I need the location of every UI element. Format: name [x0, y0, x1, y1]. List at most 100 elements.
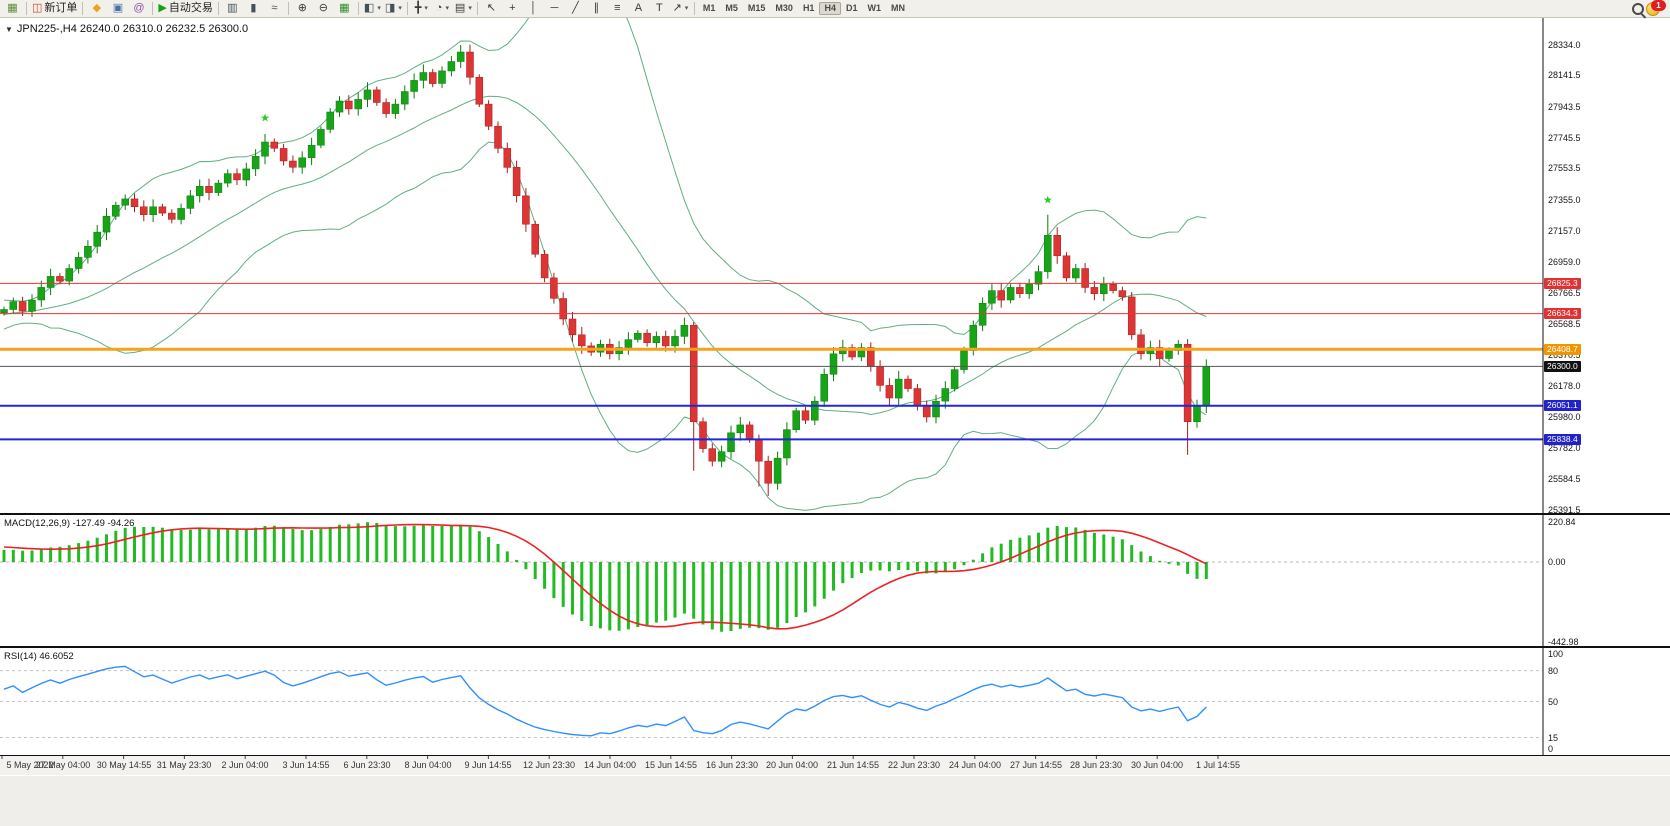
price-scale-label: 25782.0: [1548, 443, 1581, 453]
rsi-line: [3, 665, 1207, 737]
time-axis-label: 2 Jun 04:00: [221, 760, 269, 770]
time-axis-label: 15 Jun 14:55: [644, 760, 698, 770]
trendline-icon[interactable]: ╱: [572, 2, 579, 14]
chevron-down-icon: ▾: [684, 5, 689, 12]
price-line-badge[interactable]: 26408.7: [1544, 344, 1581, 355]
community-icon[interactable]: @: [133, 2, 145, 14]
toolbar-separator: [152, 2, 154, 15]
toolbar-separator: [406, 2, 408, 15]
profiles-icon[interactable]: ◨ ▾: [384, 2, 402, 14]
chevron-down-icon: ▾: [377, 5, 381, 12]
time-axis-label: 27 May 04:00: [35, 760, 91, 770]
snapshot-icon[interactable]: ▤ ▾: [454, 2, 472, 14]
label-icon[interactable]: T: [656, 2, 663, 14]
collapse-icon[interactable]: ▼: [5, 24, 13, 34]
crosshair-icon[interactable]: +: [509, 2, 516, 14]
price-scale-label: 27943.5: [1548, 102, 1581, 112]
price-scale-label: 25980.0: [1548, 412, 1581, 422]
candlestick-chart-icon[interactable]: ▮: [250, 2, 257, 14]
crosshair-move-icon[interactable]: ╋ ▾: [414, 2, 428, 14]
time-axis-label: 28 Jun 23:30: [1069, 760, 1123, 770]
tf-mn-button[interactable]: MN: [890, 2, 905, 13]
text-icon[interactable]: A: [634, 2, 643, 14]
price-scale-label: 26959.0: [1548, 257, 1581, 267]
price-scale-label: 26178.0: [1548, 381, 1581, 391]
time-axis-label: 16 Jun 23:30: [705, 760, 759, 770]
search-icon[interactable]: [1630, 1, 1646, 17]
macd-scale-label: 0.00: [1548, 557, 1566, 567]
market-icon[interactable]: ◆: [92, 2, 102, 14]
time-axis-label: 9 Jun 14:55: [464, 760, 512, 770]
new-order-button[interactable]: ◫ 新订单: [32, 2, 78, 14]
chevron-down-icon: ▾: [398, 5, 402, 12]
horizontal-line-icon[interactable]: ─: [550, 2, 559, 14]
rsi-label: RSI(14) 46.6052: [4, 651, 74, 662]
time-axis-label: 8 Jun 04:00: [404, 760, 452, 770]
toolbar-separator: [26, 2, 27, 15]
tf-d1-button[interactable]: D1: [845, 2, 858, 13]
chevron-down-icon: ▾: [468, 5, 472, 12]
time-axis-label: 30 May 14:55: [96, 760, 152, 770]
tf-m1-button[interactable]: M1: [702, 2, 716, 13]
time-axis-label: 24 Jun 04:00: [948, 760, 1002, 770]
zoom-out-icon[interactable]: ⊖: [318, 2, 328, 14]
notifications-button[interactable]: 1: [1646, 0, 1666, 17]
price-scale-label: 25584.5: [1548, 474, 1581, 484]
channel-icon[interactable]: ∥: [593, 2, 600, 14]
candles-layer: [0, 44, 1211, 496]
price-line-badge[interactable]: 26825.3: [1544, 278, 1581, 289]
line-chart-icon[interactable]: ≈: [271, 2, 278, 14]
macd-signal-line: [3, 523, 1207, 630]
autotrading-button[interactable]: ▶ 自动交易: [158, 2, 213, 14]
price-line-badge[interactable]: 26634.3: [1544, 308, 1581, 319]
app-chart-icon[interactable]: ▦: [7, 2, 18, 14]
rsi-scale-label: 50: [1548, 697, 1559, 707]
tf-w1-button[interactable]: W1: [867, 2, 881, 13]
toolbar-separator: [693, 2, 695, 15]
new-chart-icon[interactable]: ◧ ▾: [363, 2, 381, 14]
tf-m5-button[interactable]: M5: [725, 2, 738, 13]
time-axis-label: 31 May 23:30: [156, 760, 212, 770]
toolbar-separator: [82, 2, 84, 15]
time-axis-label: 6 Jun 23:30: [343, 760, 391, 770]
period-icon[interactable]: ◔ ▾: [435, 2, 449, 14]
cursor-icon[interactable]: ↖: [486, 2, 496, 14]
price-line-badge[interactable]: 26051.1: [1544, 400, 1581, 411]
tf-h4-button[interactable]: H4: [819, 1, 841, 16]
bar-chart-icon[interactable]: ▥: [227, 2, 238, 14]
time-axis-label: 21 Jun 14:55: [826, 760, 880, 770]
price-scale-label: 26568.5: [1548, 319, 1581, 329]
price-scale-label: 26766.5: [1548, 288, 1581, 298]
time-axis-label: 5 May 2022: [6, 760, 54, 770]
price-scale-label: 28334.0: [1548, 40, 1581, 50]
tf-m15-button[interactable]: M15: [747, 2, 766, 13]
chart-title: ▼ JPN225-,H4 26240.0 26310.0 26232.5 263…: [5, 23, 248, 35]
charts-window-icon[interactable]: ▣: [112, 2, 124, 14]
toolbar-separator: [357, 2, 359, 15]
time-axis-label: 20 Jun 04:00: [765, 760, 819, 770]
macd-label: MACD(12,26,9) -127.49 -94.26: [4, 518, 135, 529]
rsi-scale-label: 100: [1548, 649, 1564, 659]
price-scale-label: 28141.5: [1548, 70, 1581, 80]
zoom-in-icon[interactable]: ⊕: [297, 2, 307, 14]
price-scale-label: 25391.5: [1548, 505, 1581, 515]
tf-m30-button[interactable]: M30: [775, 2, 793, 13]
price-line-badge[interactable]: 26300.0: [1544, 361, 1581, 372]
vertical-line-icon[interactable]: │: [529, 2, 537, 14]
toolbar-separator: [287, 2, 289, 15]
tf-h1-button[interactable]: H1: [802, 2, 815, 13]
chevron-down-icon: ▾: [445, 5, 449, 12]
macd-scale-label: -442.98: [1548, 637, 1579, 647]
time-axis-label: 1 Jul 14:55: [1195, 760, 1241, 770]
time-axis-label: 22 Jun 23:30: [887, 760, 941, 770]
price-scale-label: 27355.0: [1548, 195, 1581, 205]
time-axis-label: 14 Jun 04:00: [583, 760, 637, 770]
price-scale-label: 27745.5: [1548, 133, 1581, 143]
tile-windows-icon[interactable]: ▦: [339, 2, 350, 14]
fibonacci-icon[interactable]: ≡: [614, 2, 621, 14]
price-line-badge[interactable]: 25838.4: [1544, 434, 1581, 445]
trade-marker: ★: [260, 113, 270, 125]
shapes-icon[interactable]: ↗ ▾: [672, 2, 689, 14]
